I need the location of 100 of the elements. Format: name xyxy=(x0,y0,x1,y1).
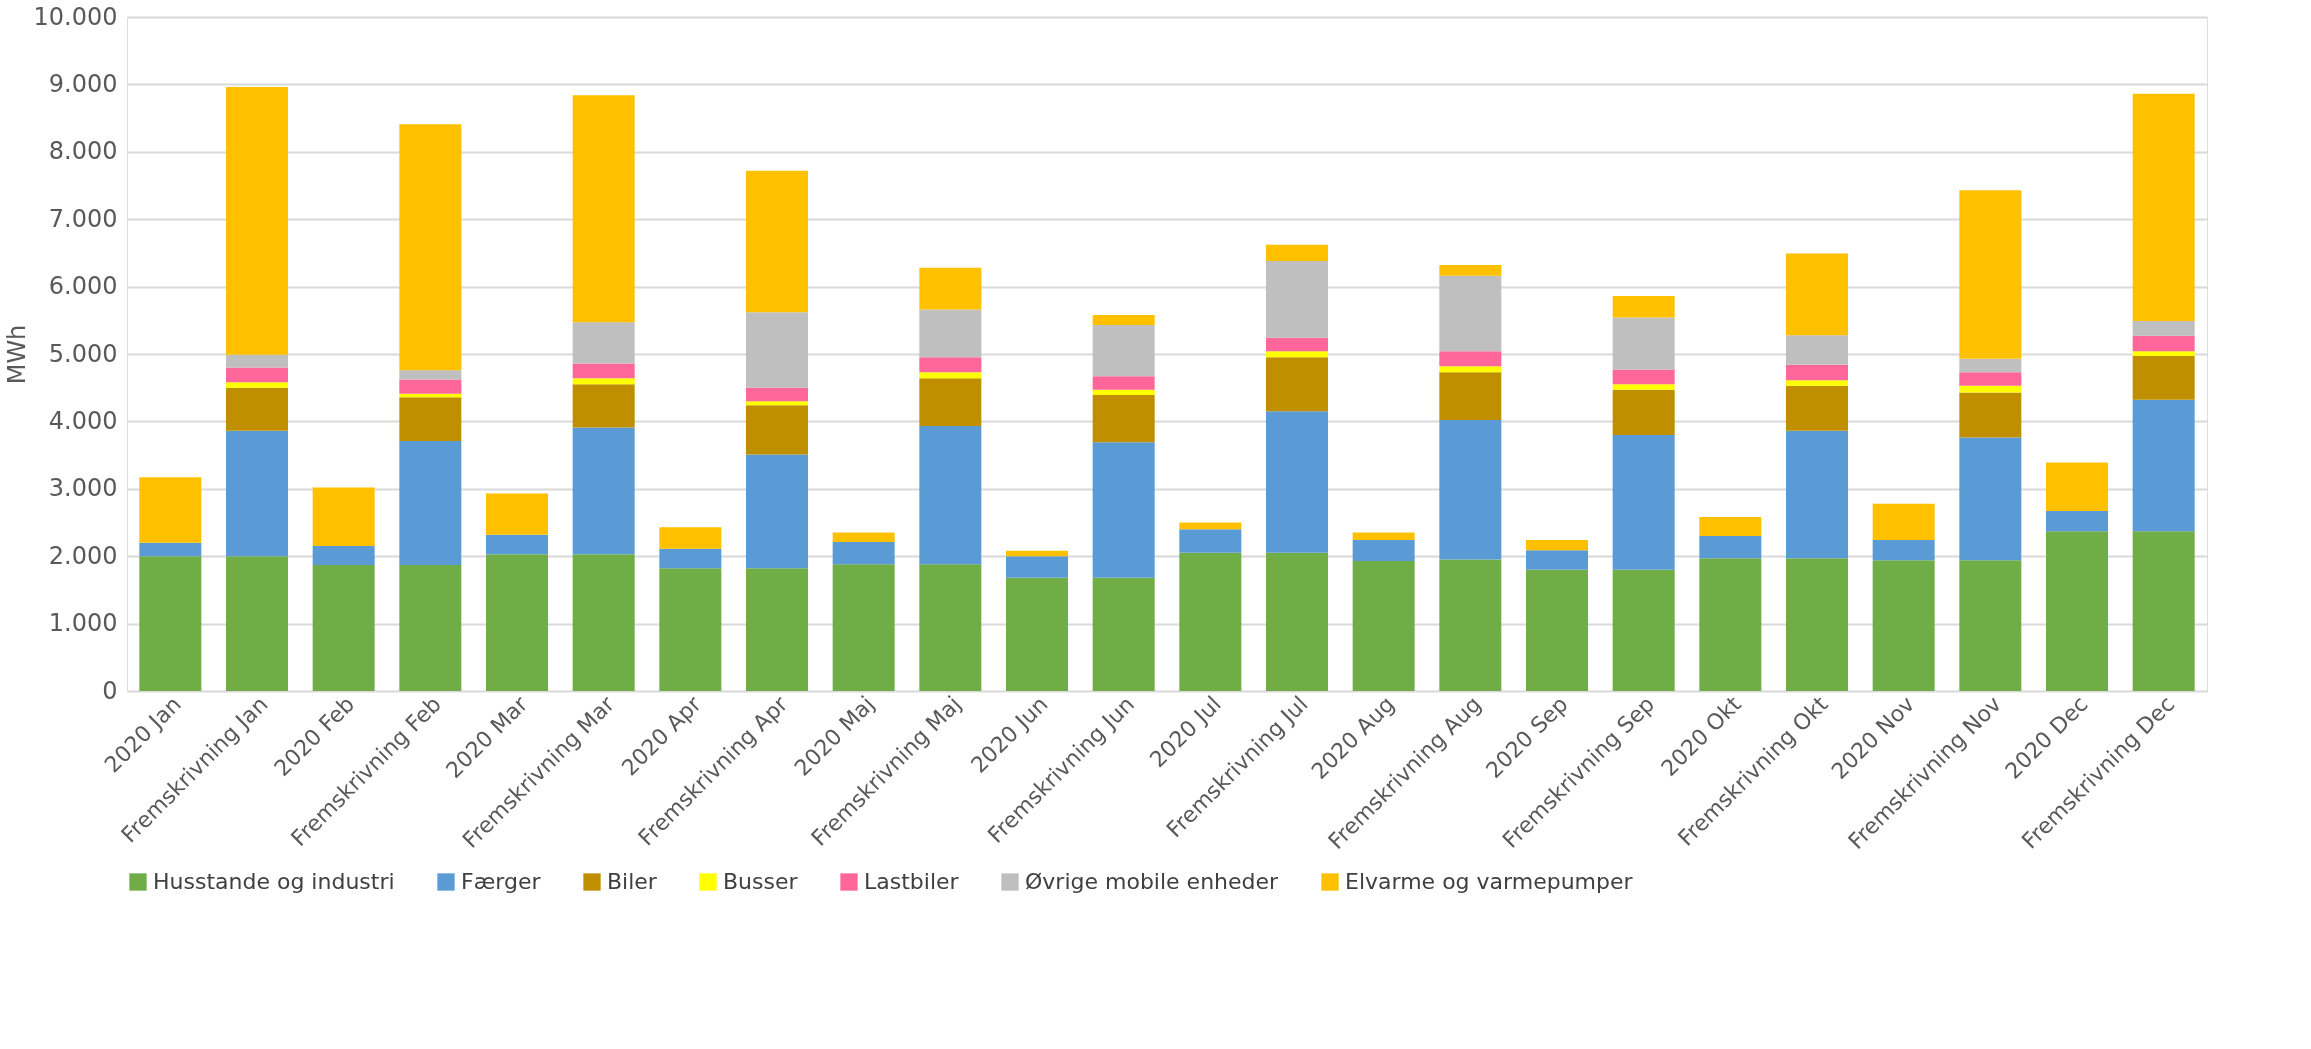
bar xyxy=(746,454,808,569)
bar xyxy=(1006,556,1068,578)
bar xyxy=(1006,550,1068,557)
bar xyxy=(659,568,722,691)
bar xyxy=(919,564,982,691)
bar xyxy=(399,440,462,565)
bar xyxy=(139,542,202,557)
bar xyxy=(746,401,808,406)
bar xyxy=(919,372,982,379)
bar xyxy=(486,554,548,691)
bar xyxy=(2132,399,2195,532)
bar xyxy=(832,542,895,565)
bar xyxy=(572,363,635,379)
bar xyxy=(1266,411,1328,553)
bar xyxy=(2132,93,2195,321)
bar xyxy=(1959,358,2022,373)
y-tick-label: 0 xyxy=(102,676,118,705)
bar xyxy=(399,124,462,371)
bar xyxy=(1439,559,1502,691)
y-tick-label: 9.000 xyxy=(48,69,118,98)
bar xyxy=(1872,560,1935,691)
bar xyxy=(1092,325,1155,377)
bar xyxy=(312,487,375,547)
bar xyxy=(2132,320,2195,336)
y-tick-label: 10.000 xyxy=(33,2,118,31)
legend-label: Biler xyxy=(607,869,658,894)
bar xyxy=(399,564,462,691)
bar xyxy=(1786,253,1848,336)
bar xyxy=(2132,335,2195,352)
y-axis-title: MWh xyxy=(2,324,31,385)
bar xyxy=(1526,540,1588,551)
legend-label: Lastbiler xyxy=(864,869,960,894)
bar xyxy=(1612,569,1675,691)
bar xyxy=(1266,337,1328,352)
bar xyxy=(746,568,808,691)
bar xyxy=(1786,430,1848,559)
y-tick-label: 5.000 xyxy=(48,339,118,368)
y-tick-label: 6.000 xyxy=(48,272,118,301)
bar xyxy=(226,87,288,355)
bar xyxy=(1352,532,1415,541)
bar xyxy=(2046,511,2108,532)
bar xyxy=(572,384,635,428)
bar xyxy=(1699,517,1762,536)
bar xyxy=(1439,420,1502,560)
bar xyxy=(919,426,982,565)
bar xyxy=(659,527,722,549)
legend-label: Øvrige mobile enheder xyxy=(1025,869,1280,894)
bar xyxy=(572,95,635,323)
bar xyxy=(312,564,375,691)
bar xyxy=(1612,384,1675,390)
bar xyxy=(2132,356,2195,400)
bar xyxy=(312,546,375,565)
bar xyxy=(1699,535,1762,559)
bar xyxy=(572,427,635,555)
bar xyxy=(1959,372,2022,386)
y-tick-label: 4.000 xyxy=(48,406,118,435)
bar xyxy=(919,309,982,358)
y-tick-label: 1.000 xyxy=(48,609,118,638)
bar xyxy=(2132,531,2195,691)
bar xyxy=(2046,462,2108,512)
bar xyxy=(1092,389,1155,396)
bar xyxy=(919,378,982,427)
bar xyxy=(226,556,288,691)
bar xyxy=(1786,558,1848,691)
bar xyxy=(226,387,288,431)
bar xyxy=(919,357,982,373)
bar xyxy=(1526,550,1588,570)
bar xyxy=(832,532,895,543)
bar xyxy=(1612,434,1675,570)
y-tick-label: 3.000 xyxy=(48,474,118,503)
bar xyxy=(399,370,462,380)
bar xyxy=(746,170,808,313)
bar xyxy=(746,405,808,455)
bar xyxy=(1612,369,1675,385)
bar xyxy=(1092,577,1155,691)
bar xyxy=(1526,569,1588,691)
y-tick-label: 7.000 xyxy=(48,204,118,233)
bar xyxy=(1612,317,1675,370)
bar xyxy=(226,430,288,557)
bar xyxy=(1959,392,2022,438)
bar xyxy=(486,493,548,535)
bar xyxy=(399,397,462,441)
bar xyxy=(2046,531,2108,691)
bar xyxy=(139,477,202,543)
bar xyxy=(1612,296,1675,318)
bar xyxy=(1786,335,1848,365)
bar xyxy=(746,387,808,402)
bar xyxy=(1612,389,1675,435)
bar xyxy=(659,548,722,569)
bar xyxy=(919,267,982,310)
bar xyxy=(572,378,635,385)
bar xyxy=(1872,503,1935,541)
y-tick-label: 2.000 xyxy=(48,541,118,570)
bar xyxy=(572,322,635,364)
bar xyxy=(1092,442,1155,578)
bar xyxy=(572,554,635,691)
bar xyxy=(1179,552,1242,691)
bar xyxy=(1872,540,1935,561)
bar xyxy=(1439,366,1502,373)
legend-label: Husstande og industri xyxy=(153,869,395,894)
